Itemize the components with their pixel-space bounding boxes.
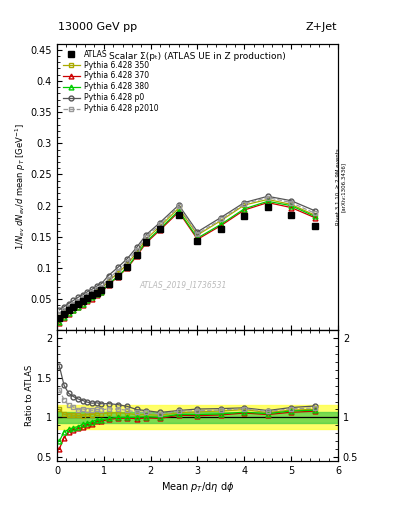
Text: ATLAS_2019_I1736531: ATLAS_2019_I1736531 <box>140 281 227 289</box>
Text: Z+Jet: Z+Jet <box>306 22 337 32</box>
Y-axis label: Ratio to ATLAS: Ratio to ATLAS <box>25 365 34 426</box>
Legend: ATLAS, Pythia 6.428 350, Pythia 6.428 370, Pythia 6.428 380, Pythia 6.428 p0, Py: ATLAS, Pythia 6.428 350, Pythia 6.428 37… <box>61 47 161 116</box>
Text: 13000 GeV pp: 13000 GeV pp <box>58 22 137 32</box>
X-axis label: Mean $p_T$/d$\eta$ d$\phi$: Mean $p_T$/d$\eta$ d$\phi$ <box>161 480 234 494</box>
Text: Scalar Σ(pₜ) (ATLAS UE in Z production): Scalar Σ(pₜ) (ATLAS UE in Z production) <box>109 52 286 61</box>
Y-axis label: Rivet 3.1.10, ≥ 2.9M events
[arXiv:1306.3436]: Rivet 3.1.10, ≥ 2.9M events [arXiv:1306.… <box>335 148 346 225</box>
Y-axis label: $1/N_{ev}\ dN_{ev}/d\ \mathrm{mean}\ p_T\ [\mathrm{GeV}^{-1}]$: $1/N_{ev}\ dN_{ev}/d\ \mathrm{mean}\ p_T… <box>13 123 28 250</box>
